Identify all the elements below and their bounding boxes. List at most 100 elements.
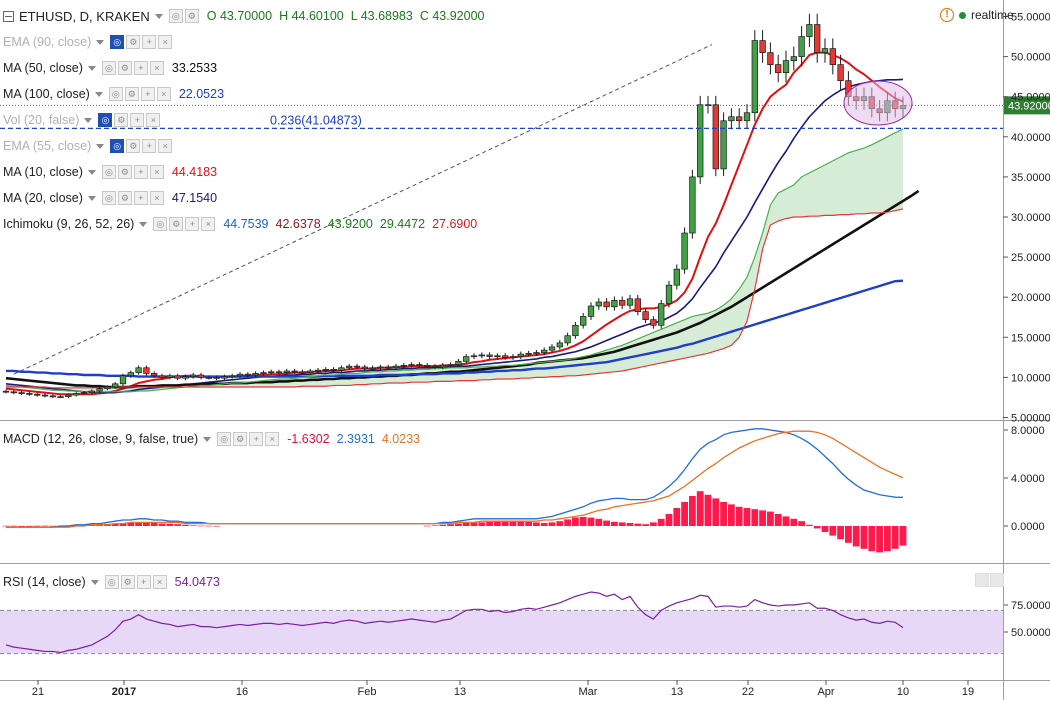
rsi-line	[5, 591, 904, 654]
legend-name: RSI (14, close)	[3, 575, 86, 589]
chevron-down-icon[interactable]	[203, 436, 212, 442]
close-icon[interactable]: ×	[158, 139, 173, 153]
legend-row[interactable]: Vol (20, false) ◎ ⚙ + ×	[3, 111, 168, 129]
candle-body	[229, 375, 236, 378]
eye-icon[interactable]: ◎	[108, 87, 123, 101]
candle-body	[564, 335, 571, 344]
macd-histogram-bar	[572, 517, 579, 526]
plus-icon[interactable]: +	[133, 61, 148, 75]
macd-histogram-bar	[704, 494, 712, 526]
close-icon[interactable]: ×	[146, 113, 161, 127]
legend-row[interactable]: MA (100, close) ◎ ⚙ + × 22.0523	[3, 85, 231, 103]
legend-row[interactable]: MA (10, close) ◎ ⚙ + × 44.4183	[3, 163, 224, 181]
macd-histogram-bar	[821, 526, 829, 532]
chevron-down-icon[interactable]	[94, 91, 103, 97]
plus-icon[interactable]: +	[130, 113, 145, 127]
plus-icon[interactable]: +	[140, 87, 155, 101]
candle-body	[307, 370, 314, 373]
plus-icon[interactable]: +	[249, 432, 264, 446]
gear-icon[interactable]: ⚙	[114, 113, 129, 127]
plus-icon[interactable]: +	[136, 575, 151, 589]
eye-icon[interactable]: ◎	[101, 191, 116, 205]
plus-icon[interactable]: +	[133, 165, 148, 179]
plus-icon[interactable]: +	[185, 217, 200, 231]
eye-icon[interactable]: ◎	[153, 217, 168, 231]
gear-icon[interactable]: ⚙	[124, 87, 139, 101]
chevron-down-icon[interactable]	[90, 579, 99, 585]
candle-body	[681, 232, 688, 270]
eye-icon[interactable]: ◎	[168, 9, 183, 23]
close-icon[interactable]: ×	[149, 191, 164, 205]
eye-icon[interactable]: ◎	[101, 165, 116, 179]
candle-body	[10, 391, 17, 394]
eye-icon[interactable]: ◎	[110, 139, 125, 153]
close-icon[interactable]: ×	[149, 165, 164, 179]
minimize-pane-icon[interactable]	[990, 573, 1004, 587]
chevron-down-icon[interactable]	[154, 13, 163, 19]
legend-row-ichimoku[interactable]: Ichimoku (9, 26, 52, 26) ◎ ⚙ + × 44.7539…	[3, 215, 484, 233]
chevron-down-icon[interactable]	[87, 169, 96, 175]
legend-row[interactable]: MA (50, close) ◎ ⚙ + × 33.2533	[3, 59, 224, 77]
close-icon[interactable]: ×	[152, 575, 167, 589]
legend-name: Vol (20, false)	[3, 113, 80, 127]
chevron-down-icon[interactable]	[84, 117, 93, 123]
plus-icon[interactable]: +	[142, 35, 157, 49]
realtime-label: realtime	[971, 8, 1014, 22]
rsi-tick-label: 50.0000	[1011, 627, 1050, 639]
indicator-buttons: ◎ ⚙ + ×	[110, 35, 173, 49]
indicator-value: 42.6378	[275, 217, 321, 231]
chevron-down-icon[interactable]	[96, 143, 105, 149]
candle-body	[829, 48, 836, 65]
candle-body	[619, 300, 626, 306]
eye-icon[interactable]: ◎	[98, 113, 113, 127]
maximize-pane-icon[interactable]	[975, 573, 989, 587]
price-tick-label: 30.00000	[1011, 212, 1050, 224]
close-icon[interactable]: ×	[201, 217, 216, 231]
chevron-down-icon[interactable]	[139, 221, 148, 227]
macd-histogram-bar	[205, 525, 213, 527]
macd-histogram-bar	[720, 502, 727, 526]
macd-histogram-bar	[681, 502, 688, 526]
collapse-icon[interactable]	[3, 10, 14, 22]
macd-histogram-bar	[860, 526, 868, 549]
macd-histogram-bar	[431, 525, 439, 526]
gear-icon[interactable]: ⚙	[117, 61, 132, 75]
legend-row[interactable]: MA (20, close) ◎ ⚙ + × 47.1540	[3, 189, 224, 207]
macd-histogram-bar	[494, 521, 501, 526]
warning-icon[interactable]: !	[940, 8, 954, 22]
legend-row[interactable]: EMA (90, close) ◎ ⚙ + ×	[3, 33, 180, 51]
close-icon[interactable]: ×	[265, 432, 280, 446]
candle-body	[291, 370, 298, 373]
gear-icon[interactable]: ⚙	[126, 35, 141, 49]
chevron-down-icon[interactable]	[96, 39, 105, 45]
symbol-row: ETHUSD, D, KRAKEN ◎ ⚙ O 43.70000 H 44.60…	[3, 7, 491, 25]
plus-icon[interactable]: +	[142, 139, 157, 153]
gear-icon[interactable]: ⚙	[233, 432, 248, 446]
rsi-tick-label: 75.0000	[1011, 600, 1050, 612]
fib-level-label: 0.236(41.04873)	[270, 113, 362, 127]
macd-histogram-bar	[41, 525, 49, 527]
eye-icon[interactable]: ◎	[101, 61, 116, 75]
chevron-down-icon[interactable]	[87, 195, 96, 201]
eye-icon[interactable]: ◎	[110, 35, 125, 49]
gear-icon[interactable]: ⚙	[126, 139, 141, 153]
plus-icon[interactable]: +	[133, 191, 148, 205]
gear-icon[interactable]: ⚙	[184, 9, 199, 23]
legend-row[interactable]: EMA (55, close) ◎ ⚙ + ×	[3, 137, 180, 155]
candle-body	[556, 342, 563, 348]
chevron-down-icon[interactable]	[87, 65, 96, 71]
legend-row-rsi[interactable]: RSI (14, close) ◎ ⚙ + × 54.0473	[3, 573, 227, 591]
close-icon[interactable]: ×	[149, 61, 164, 75]
close-icon[interactable]: ×	[158, 35, 173, 49]
legend-row-macd[interactable]: MACD (12, 26, close, 9, false, true) ◎ ⚙…	[3, 430, 427, 448]
gear-icon[interactable]: ⚙	[169, 217, 184, 231]
macd-histogram-bar	[18, 525, 25, 527]
eye-icon[interactable]: ◎	[104, 575, 119, 589]
gear-icon[interactable]: ⚙	[120, 575, 135, 589]
gear-icon[interactable]: ⚙	[117, 191, 132, 205]
close-icon[interactable]: ×	[156, 87, 171, 101]
gear-icon[interactable]: ⚙	[117, 165, 132, 179]
candle-body	[127, 372, 134, 377]
eye-icon[interactable]: ◎	[217, 432, 232, 446]
